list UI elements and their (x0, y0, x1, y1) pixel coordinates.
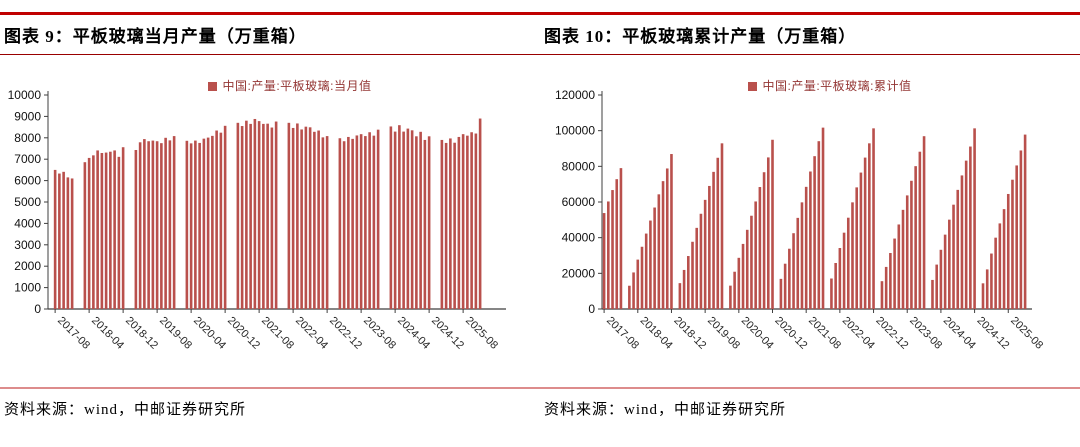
legend-square-icon (208, 82, 218, 91)
charts-row: 0 1000 2000 3000 4000 5000 6000 7000 8000 9000 100… (0, 55, 1080, 387)
svg-text:7000: 7000 (14, 152, 41, 166)
svg-text:6000: 6000 (14, 174, 41, 188)
svg-text:2024-12: 2024-12 (429, 315, 466, 352)
figure-titles-row: 图表 9：平板玻璃当月产量（万重箱） 图表 10：平板玻璃累计产量（万重箱） (0, 15, 1080, 54)
legend-label: 中国:产量:平板玻璃:累计值 (762, 79, 912, 93)
svg-text:20000: 20000 (562, 266, 596, 280)
svg-text:40000: 40000 (562, 231, 596, 245)
source-divider-rule (0, 387, 1080, 389)
svg-text:2019-08: 2019-08 (705, 315, 742, 352)
svg-text:2018-04: 2018-04 (638, 315, 675, 352)
svg-text:2024-12: 2024-12 (974, 315, 1011, 352)
svg-text:2022-12: 2022-12 (327, 315, 364, 352)
svg-text:2022-04: 2022-04 (293, 315, 330, 352)
svg-text:10000: 10000 (8, 88, 42, 102)
svg-text:2025-08: 2025-08 (463, 315, 500, 352)
legend-square-icon (748, 82, 758, 91)
svg-text:0: 0 (588, 302, 595, 316)
svg-text:5000: 5000 (14, 195, 41, 209)
legend-monthly: 中国:产量:平板玻璃:当月值 (0, 77, 540, 94)
svg-text:4000: 4000 (14, 216, 41, 230)
monthly-output-bar-chart: 0 1000 2000 3000 4000 5000 6000 7000 8000 9000 100… (8, 88, 506, 352)
svg-text:2023-08: 2023-08 (361, 315, 398, 352)
svg-text:2025-08: 2025-08 (1008, 315, 1045, 352)
svg-text:3000: 3000 (14, 238, 41, 252)
svg-text:2018-12: 2018-12 (123, 315, 160, 352)
svg-text:60000: 60000 (562, 195, 596, 209)
svg-text:2019-08: 2019-08 (157, 315, 194, 352)
svg-text:2024-04: 2024-04 (395, 315, 432, 352)
svg-text:2020-04: 2020-04 (191, 315, 228, 352)
sources-row: 资料来源：wind，中邮证券研究所 资料来源：wind，中邮证券研究所 (0, 389, 1080, 419)
svg-text:9000: 9000 (14, 109, 41, 123)
legend-cumulative: 中国:产量:平板玻璃:累计值 (540, 77, 1080, 94)
svg-text:0: 0 (34, 302, 41, 316)
cumulative-output-bar-chart: 0 20000 40000 60000 80000 100000 120000 2017-08… (555, 88, 1045, 352)
svg-text:8000: 8000 (14, 131, 41, 145)
svg-text:2017-08: 2017-08 (604, 315, 641, 352)
svg-text:2021-08: 2021-08 (259, 315, 296, 352)
figure10-title: 图表 10：平板玻璃累计产量（万重箱） (544, 27, 857, 46)
figure9-title: 图表 9：平板玻璃当月产量（万重箱） (4, 27, 307, 46)
svg-text:2000: 2000 (14, 259, 41, 273)
svg-text:2020-12: 2020-12 (225, 315, 262, 352)
title-divider-rule (0, 54, 1080, 55)
svg-text:2023-08: 2023-08 (907, 315, 944, 352)
svg-text:2017-08: 2017-08 (55, 315, 92, 352)
svg-text:2018-12: 2018-12 (671, 315, 708, 352)
svg-text:2021-08: 2021-08 (806, 315, 843, 352)
svg-text:2022-12: 2022-12 (873, 315, 910, 352)
legend-label: 中国:产量:平板玻璃:当月值 (222, 79, 372, 93)
svg-text:2018-04: 2018-04 (89, 315, 126, 352)
top-divider-rule (0, 12, 1080, 15)
figure10-source: 资料来源：wind，中邮证券研究所 (544, 402, 787, 418)
svg-text:2022-04: 2022-04 (840, 315, 877, 352)
svg-text:80000: 80000 (562, 159, 596, 173)
cumulative-output-chart: 0 20000 40000 60000 80000 100000 120000 2017-08… (540, 55, 1080, 387)
svg-text:2024-04: 2024-04 (941, 315, 978, 352)
svg-text:2020-04: 2020-04 (739, 315, 776, 352)
svg-text:2020-12: 2020-12 (772, 315, 809, 352)
figure9-source: 资料来源：wind，中邮证券研究所 (4, 402, 247, 418)
monthly-output-chart: 0 1000 2000 3000 4000 5000 6000 7000 8000 9000 100… (0, 55, 540, 387)
svg-text:1000: 1000 (14, 281, 41, 295)
svg-text:100000: 100000 (555, 124, 595, 138)
svg-text:120000: 120000 (555, 88, 595, 102)
